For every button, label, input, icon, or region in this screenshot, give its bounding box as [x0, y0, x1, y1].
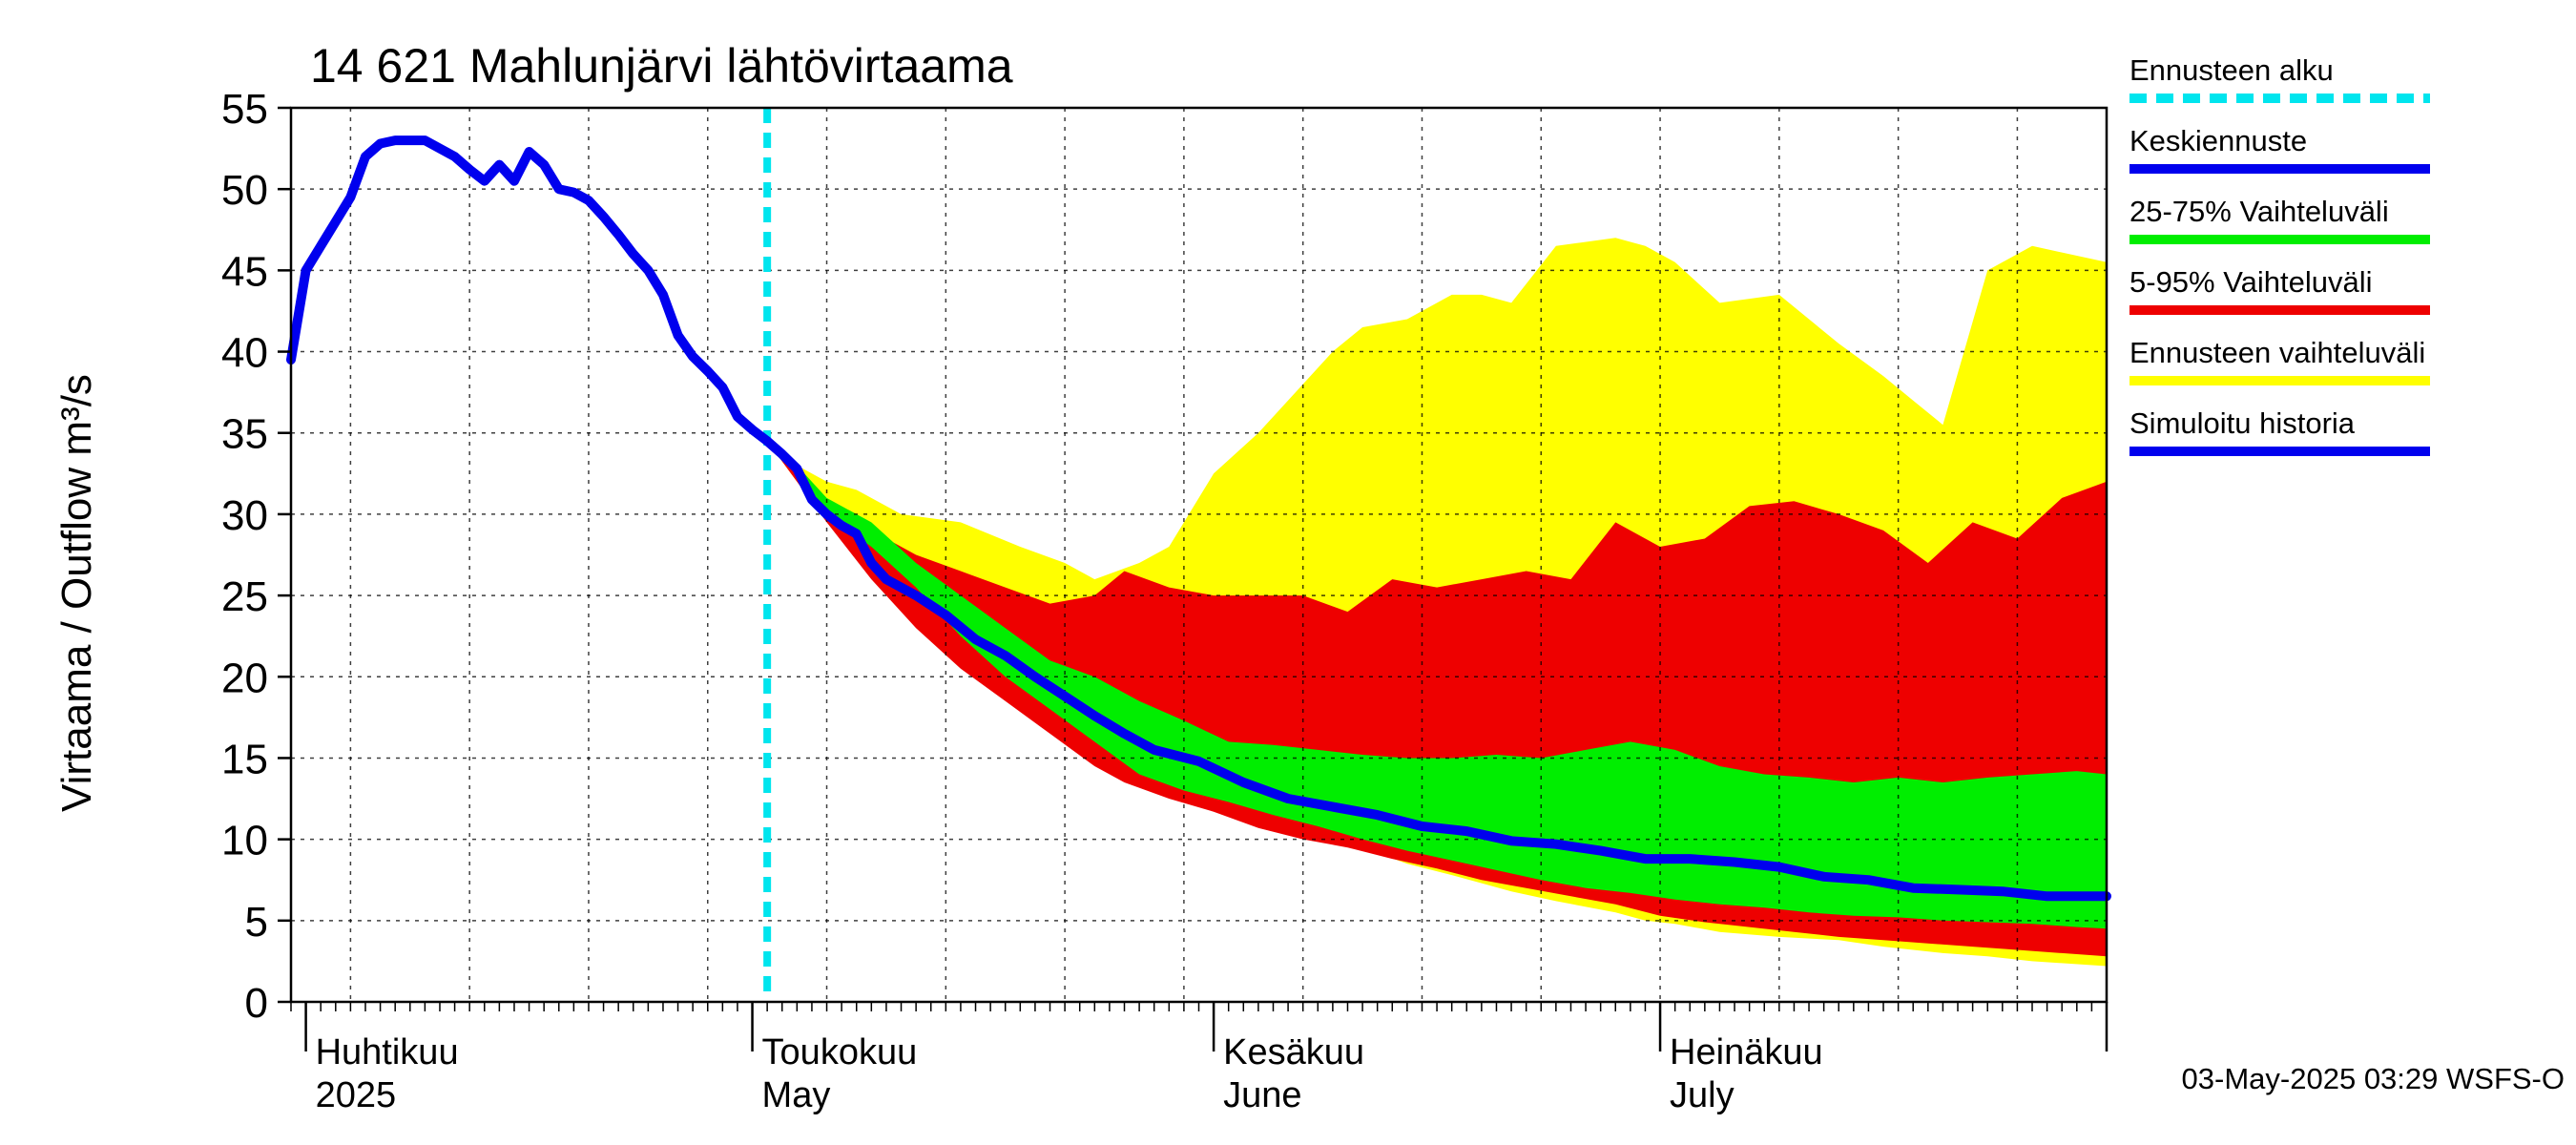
month-label-en: July — [1670, 1075, 1735, 1115]
legend-label-keskiennuste: Keskiennuste — [2129, 124, 2307, 157]
y-tick-label: 20 — [221, 655, 268, 701]
legend-label-5-95-vaihteluv-li: 5-95% Vaihteluväli — [2129, 265, 2372, 299]
month-label-en: 2025 — [316, 1075, 397, 1115]
line-simuloitu-historia — [286, 135, 773, 447]
chart-title: 14 621 Mahlunjärvi lähtövirtaama — [310, 39, 1013, 93]
y-axis-label: Virtaama / Outflow m³/s — [53, 374, 100, 812]
y-tick-label: 15 — [221, 736, 268, 782]
axes: 0510152025303540455055Huhtikuu2025Toukok… — [221, 86, 2109, 1115]
y-tick-label: 0 — [245, 980, 268, 1027]
y-tick-label: 5 — [245, 899, 268, 946]
y-tick-label: 45 — [221, 248, 268, 295]
legend-label-ennusteen-vaihteluv-li: Ennusteen vaihteluväli — [2129, 336, 2425, 369]
legend-label-simuloitu-historia: Simuloitu historia — [2129, 406, 2356, 440]
line-keskiennuste — [762, 436, 2111, 902]
timestamp-footer: 03-May-2025 03:29 WSFS-O — [2182, 1062, 2565, 1095]
y-tick-label: 30 — [221, 492, 268, 539]
series-lines — [286, 108, 2111, 1002]
month-label-fi: Heinäkuu — [1670, 1032, 1823, 1072]
y-tick-label: 35 — [221, 411, 268, 458]
y-tick-label: 50 — [221, 167, 268, 214]
y-tick-label: 10 — [221, 818, 268, 864]
legend-label-25-75-vaihteluv-li: 25-75% Vaihteluväli — [2129, 195, 2389, 228]
month-label-fi: Kesäkuu — [1223, 1032, 1364, 1072]
month-label-en: June — [1223, 1075, 1301, 1115]
month-label-fi: Toukokuu — [762, 1032, 918, 1072]
legend: Ennusteen alku Keskiennuste 25-75% Vaihtel… — [2129, 53, 2430, 456]
y-tick-label: 25 — [221, 573, 268, 620]
band-25-75-vaihteluv-li — [767, 441, 2107, 929]
y-tick-label: 55 — [221, 86, 268, 133]
month-label-fi: Huhtikuu — [316, 1032, 459, 1072]
y-tick-label: 40 — [221, 330, 268, 377]
forecast-bands — [767, 238, 2107, 967]
month-label-en: May — [762, 1075, 831, 1115]
legend-label-ennusteen-alku: Ennusteen alku — [2129, 53, 2334, 87]
